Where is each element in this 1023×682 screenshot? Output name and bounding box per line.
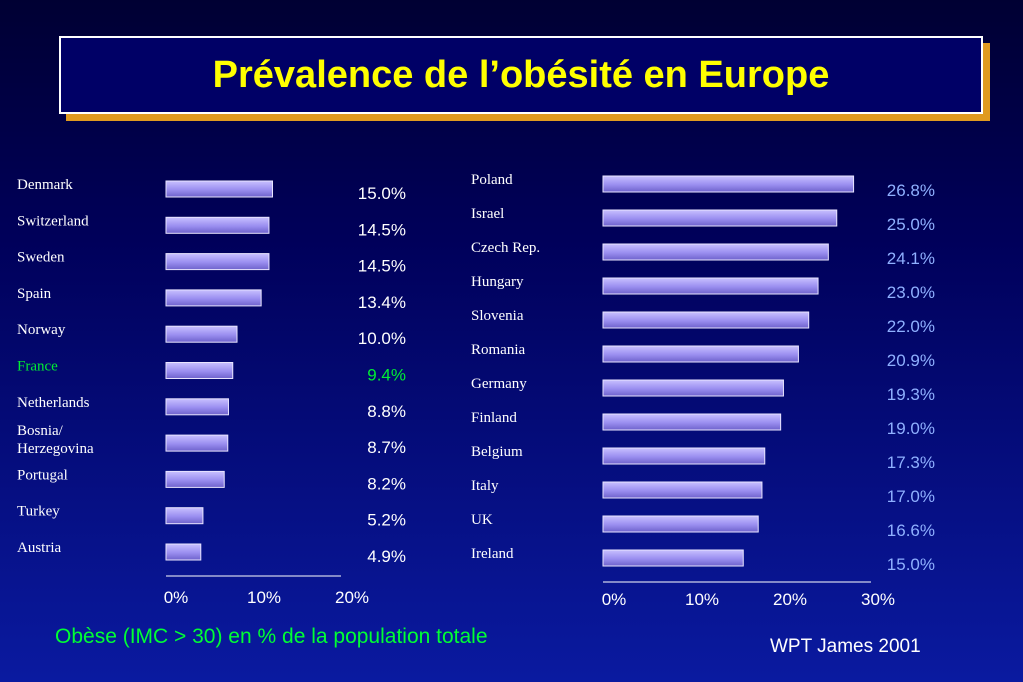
tick-label: 30% xyxy=(861,590,895,609)
chart-caption: Obèse (IMC > 30) en % de la population t… xyxy=(55,625,488,648)
category-label: Denmark xyxy=(17,177,73,193)
value-label: 25.0% xyxy=(887,215,935,234)
value-label: 24.1% xyxy=(887,249,935,268)
value-label: 15.0% xyxy=(887,555,935,574)
category-label: Poland xyxy=(471,172,513,188)
bar xyxy=(165,507,204,525)
bar xyxy=(602,379,784,397)
value-label: 20.9% xyxy=(887,351,935,370)
bar xyxy=(165,289,262,307)
tick-label: 0% xyxy=(164,588,189,607)
category-label: Ireland xyxy=(471,546,514,562)
value-label: 13.4% xyxy=(358,293,406,312)
category-label: Czech Rep. xyxy=(471,240,540,256)
bar xyxy=(602,175,855,193)
category-label: Bosnia/Herzegovina xyxy=(17,423,94,457)
value-label: 26.8% xyxy=(887,181,935,200)
tick-label: 10% xyxy=(247,588,281,607)
category-label: Austria xyxy=(17,540,62,556)
value-label: 17.0% xyxy=(887,487,935,506)
category-label: Spain xyxy=(17,286,52,302)
bar xyxy=(602,515,759,533)
value-label: 19.0% xyxy=(887,419,935,438)
bar xyxy=(602,413,782,431)
category-label: Romania xyxy=(471,342,525,358)
value-label: 14.5% xyxy=(358,257,406,276)
bar xyxy=(165,470,225,488)
value-label: 5.2% xyxy=(367,511,406,530)
bar xyxy=(602,345,799,363)
category-label: Germany xyxy=(471,376,527,392)
tick-label: 0% xyxy=(602,590,627,609)
bar xyxy=(165,180,273,198)
category-label: Switzerland xyxy=(17,213,89,229)
category-label: Hungary xyxy=(471,274,524,290)
bar xyxy=(602,277,819,295)
bar xyxy=(602,447,766,465)
value-label: 15.0% xyxy=(358,184,406,203)
tick-label: 20% xyxy=(335,588,369,607)
category-label: France xyxy=(17,359,58,375)
category-label: UK xyxy=(471,512,493,528)
title-box: Prévalence de l’obésité en Europe xyxy=(59,36,983,114)
category-label: Sweden xyxy=(17,250,65,266)
category-label: Finland xyxy=(471,410,517,426)
value-label: 8.8% xyxy=(367,402,406,421)
category-label: Netherlands xyxy=(17,395,90,411)
value-label: 4.9% xyxy=(367,547,406,566)
value-label: 8.7% xyxy=(367,438,406,457)
bar xyxy=(602,209,838,227)
bar xyxy=(165,362,234,379)
bar xyxy=(165,216,270,234)
tick-label: 20% xyxy=(773,590,807,609)
value-label: 19.3% xyxy=(887,385,935,404)
category-label: Turkey xyxy=(17,504,60,520)
value-label: 22.0% xyxy=(887,317,935,336)
value-label: 8.2% xyxy=(367,474,406,493)
page-title: Prévalence de l’obésité en Europe xyxy=(212,53,830,96)
bar xyxy=(165,253,270,271)
bar xyxy=(602,549,744,567)
value-label: 10.0% xyxy=(358,329,406,348)
bar xyxy=(602,243,829,261)
value-label: 14.5% xyxy=(358,220,406,239)
category-label: Belgium xyxy=(471,444,523,460)
bar xyxy=(165,543,202,561)
value-label: 17.3% xyxy=(887,453,935,472)
category-label: Portugal xyxy=(17,467,68,483)
category-label: Italy xyxy=(471,478,499,494)
bar xyxy=(602,481,763,499)
value-label: 16.6% xyxy=(887,521,935,540)
bar xyxy=(165,434,229,452)
tick-label: 10% xyxy=(685,590,719,609)
category-label: Slovenia xyxy=(471,308,524,324)
category-label: Norway xyxy=(17,322,66,338)
bar xyxy=(602,311,810,329)
source-note: WPT James 2001 xyxy=(770,636,921,657)
value-label: 23.0% xyxy=(887,283,935,302)
bar xyxy=(165,398,229,416)
category-label: Israel xyxy=(471,206,504,222)
value-label: 9.4% xyxy=(367,366,406,385)
bar xyxy=(165,325,238,343)
